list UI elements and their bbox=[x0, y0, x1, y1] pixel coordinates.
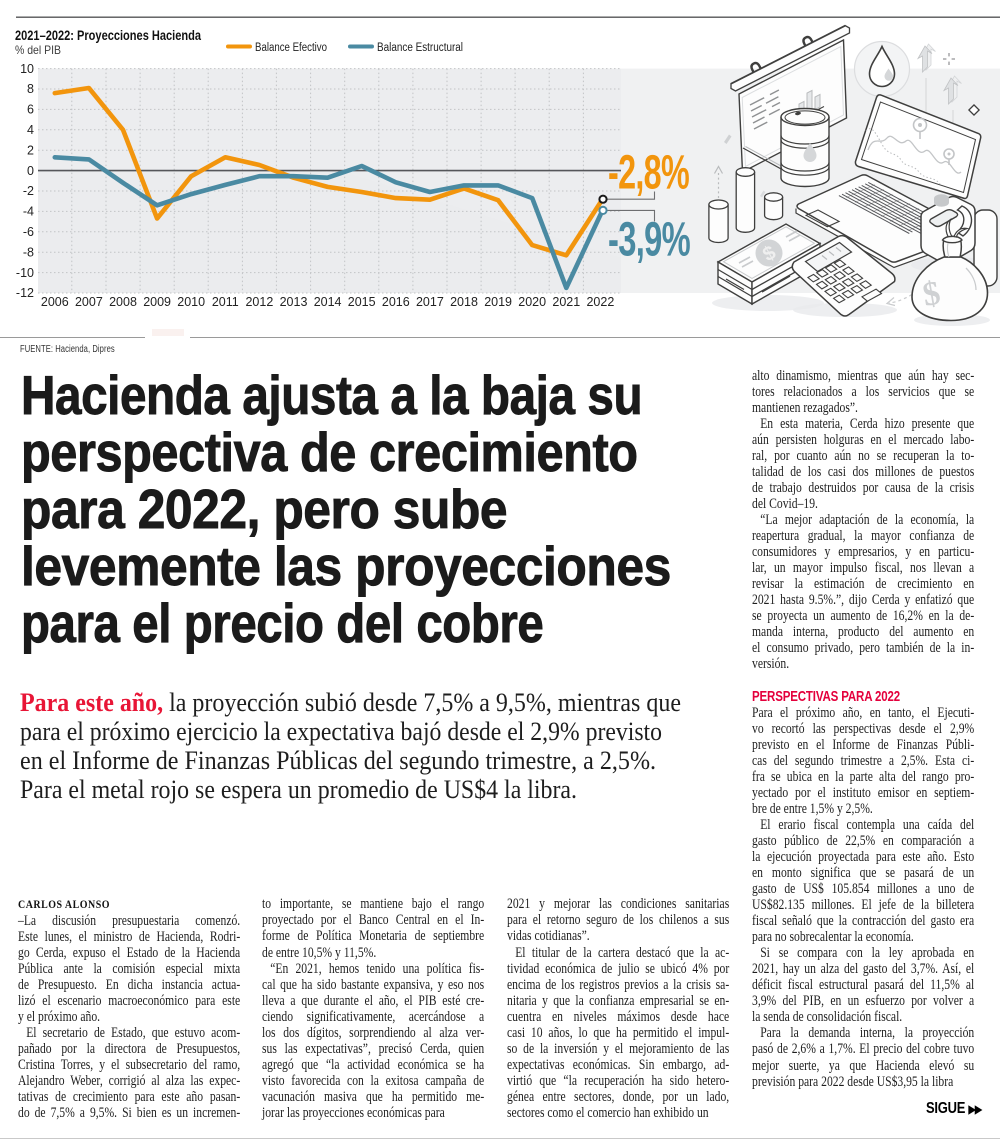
svg-text:2011: 2011 bbox=[212, 295, 239, 309]
svg-text:-2: -2 bbox=[23, 184, 34, 198]
svg-text:2021: 2021 bbox=[552, 295, 580, 309]
svg-text:2010: 2010 bbox=[177, 295, 205, 309]
svg-text:2015: 2015 bbox=[348, 295, 376, 309]
svg-text:2012: 2012 bbox=[245, 295, 273, 309]
svg-text:-2,8%: -2,8% bbox=[608, 147, 689, 200]
svg-text:8: 8 bbox=[27, 82, 34, 96]
svg-text:2018: 2018 bbox=[450, 295, 478, 309]
svg-text:-4: -4 bbox=[23, 205, 34, 219]
svg-text:2019: 2019 bbox=[484, 295, 512, 309]
svg-text:2016: 2016 bbox=[382, 295, 410, 309]
svg-text:-3,9%: -3,9% bbox=[608, 214, 690, 267]
svg-text:2013: 2013 bbox=[280, 295, 308, 309]
svg-text:2020: 2020 bbox=[518, 295, 546, 309]
svg-text:$: $ bbox=[920, 274, 943, 313]
svg-text:2014: 2014 bbox=[314, 295, 342, 309]
svg-text:% del PIB: % del PIB bbox=[15, 43, 61, 57]
svg-text:10: 10 bbox=[20, 62, 34, 76]
svg-text:6: 6 bbox=[27, 103, 34, 117]
svg-text:-12: -12 bbox=[16, 286, 34, 300]
svg-text:2006: 2006 bbox=[41, 295, 69, 309]
svg-text:2007: 2007 bbox=[75, 295, 103, 309]
svg-text:-10: -10 bbox=[16, 266, 34, 280]
svg-text:4: 4 bbox=[27, 123, 34, 137]
svg-text:0: 0 bbox=[27, 164, 34, 178]
svg-text:2009: 2009 bbox=[143, 295, 171, 309]
svg-text:2008: 2008 bbox=[109, 295, 137, 309]
svg-text:Balance Estructural: Balance Estructural bbox=[377, 42, 463, 54]
svg-text:2022: 2022 bbox=[586, 295, 614, 309]
svg-text:2021–2022: Proyecciones Hacien: 2021–2022: Proyecciones Hacienda bbox=[15, 27, 201, 43]
svg-text:Balance Efectivo: Balance Efectivo bbox=[255, 42, 327, 54]
svg-text:-6: -6 bbox=[23, 225, 34, 239]
svg-text:2017: 2017 bbox=[416, 295, 444, 309]
svg-text:2: 2 bbox=[27, 143, 34, 157]
svg-text:-8: -8 bbox=[23, 245, 34, 259]
